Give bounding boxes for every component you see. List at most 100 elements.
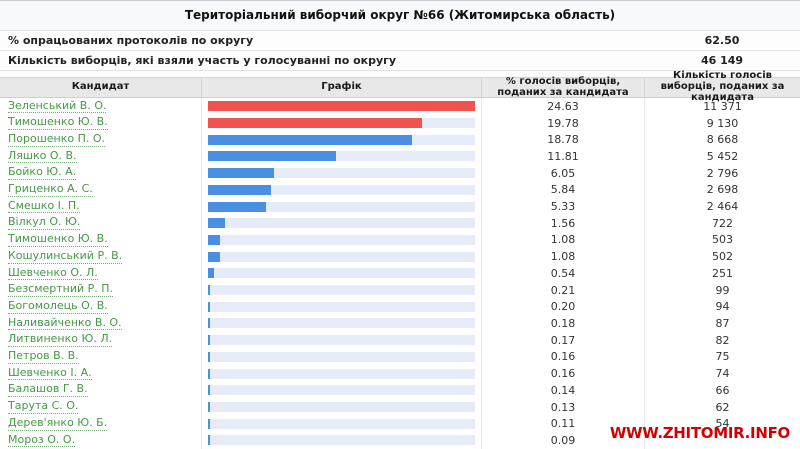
candidate-link[interactable]: Тимошенко Ю. В. [8, 232, 108, 247]
candidate-link[interactable]: Вілкул О. Ю. [8, 215, 81, 231]
bar-fill [208, 335, 210, 346]
candidate-link[interactable]: Порошенко П. О. [8, 131, 106, 147]
votes-value: 8 668 [644, 131, 800, 149]
table-row: Наливайченко В. О. 0.18 87 [0, 315, 800, 332]
bar-fill [208, 201, 266, 212]
candidate-link[interactable]: Ляшко О. В. [8, 148, 77, 164]
bar-fill [208, 402, 210, 412]
candidate-cell: Вілкул О. Ю. [0, 215, 201, 232]
summary-value: 46 149 [700, 54, 744, 67]
bar-track [208, 184, 475, 195]
candidate-link[interactable]: Наливайченко В. О. [8, 315, 122, 331]
table-row: Тарута С. О. 0.13 62 [0, 398, 800, 416]
candidate-cell: Литвиненко Ю. Л. [0, 332, 201, 349]
percent-value: 0.11 [481, 415, 644, 433]
percent-value: 0.21 [481, 281, 644, 299]
percent-value: 1.08 [481, 231, 644, 249]
bar-track [208, 151, 475, 162]
bar-track [208, 418, 475, 429]
candidate-cell: Петров В. В. [0, 349, 201, 366]
table-row: Тимошенко Ю. В. 19.78 9 130 [0, 114, 800, 132]
candidate-link[interactable]: Балашов Г. В. [8, 382, 88, 398]
candidate-link[interactable]: Богомолець О. В. [8, 298, 108, 314]
votes-value: 2 796 [644, 164, 800, 182]
percent-value: 0.18 [481, 315, 644, 332]
candidate-cell: Гриценко А. С. [0, 182, 201, 199]
candidate-link[interactable]: Петров В. В. [8, 349, 79, 364]
percent-value: 19.78 [481, 114, 644, 132]
bar-track [208, 435, 475, 446]
bar-track [208, 368, 475, 379]
candidate-cell: Бойко Ю. А. [0, 165, 201, 182]
graph-cell [201, 365, 481, 382]
candidate-link[interactable]: Смешко І. П. [8, 198, 80, 214]
table-row: Бойко Ю. А. 6.05 2 796 [0, 164, 800, 182]
bar-fill [208, 351, 210, 362]
candidate-link[interactable]: Тимошенко Ю. В. [8, 115, 108, 130]
table-row: Смешко І. П. 5.33 2 464 [0, 198, 800, 215]
bar-fill [208, 101, 475, 112]
candidate-cell: Шевченко О. Л. [0, 265, 201, 282]
col-header-votes: Кількість голосів виборців, поданих за к… [644, 70, 800, 103]
bar-track [208, 301, 475, 312]
bar-fill [208, 134, 412, 145]
table-row: Литвиненко Ю. Л. 0.17 82 [0, 331, 800, 349]
candidate-link[interactable]: Гриценко А. С. [8, 182, 93, 197]
bar-track [208, 168, 475, 179]
percent-value: 0.54 [481, 265, 644, 282]
votes-value: 87 [644, 315, 800, 332]
candidate-link[interactable]: Литвиненко Ю. Л. [8, 332, 113, 348]
candidate-link[interactable]: Безсмертний Р. П. [8, 282, 114, 297]
votes-value: 11 371 [644, 98, 800, 115]
candidate-link[interactable]: Дерев'янко Ю. Б. [8, 415, 108, 431]
candidate-cell: Дерев'янко Ю. Б. [0, 415, 201, 432]
candidate-cell: Ляшко О. В. [0, 148, 201, 165]
bar-fill [208, 184, 272, 195]
table-row: Шевченко І. А. 0.16 74 [0, 365, 800, 382]
bar-fill [208, 218, 225, 229]
table-row: Дерев'янко Ю. Б. 0.11 54 [0, 415, 800, 433]
bar-fill [208, 234, 220, 245]
candidate-cell: Шевченко І. А. [0, 365, 201, 382]
bar-track [208, 234, 475, 245]
results-rows: Зеленський В. О. 24.63 11 371 Тимошенко … [0, 98, 800, 449]
candidate-link[interactable]: Мороз О. О. [8, 432, 76, 448]
votes-value: 9 130 [644, 114, 800, 132]
bar-fill [208, 368, 210, 379]
bar-track [208, 385, 475, 396]
candidate-link[interactable]: Бойко Ю. А. [8, 165, 77, 180]
col-header-graph: Графік [201, 78, 481, 97]
percent-value: 18.78 [481, 131, 644, 149]
section-divider [0, 71, 800, 77]
graph-cell [201, 265, 481, 282]
candidate-link[interactable]: Зеленський В. О. [8, 98, 107, 114]
table-row: Зеленський В. О. 24.63 11 371 [0, 98, 800, 115]
bar-fill [208, 151, 337, 162]
bar-track [208, 402, 475, 412]
bar-track [208, 351, 475, 362]
graph-cell [201, 432, 481, 449]
graph-cell [201, 148, 481, 165]
bar-fill [208, 435, 210, 446]
percent-value: 0.20 [481, 298, 644, 316]
table-row: Безсмертний Р. П. 0.21 99 [0, 281, 800, 299]
candidate-cell: Тарута С. О. [0, 399, 201, 416]
table-row: Ляшко О. В. 11.81 5 452 [0, 148, 800, 165]
graph-cell [201, 164, 481, 182]
percent-value: 24.63 [481, 98, 644, 115]
votes-value: 2 698 [644, 181, 800, 199]
votes-value: 74 [644, 365, 800, 382]
table-row: Кошулинський Р. В. 1.08 502 [0, 248, 800, 266]
candidate-cell: Порошенко П. О. [0, 131, 201, 148]
bar-fill [208, 118, 423, 129]
summary-row-protocols: % опрацьованих протоколів по округу 62.5… [0, 31, 800, 51]
votes-value: 502 [644, 248, 800, 266]
votes-value: 5 452 [644, 148, 800, 165]
candidate-link[interactable]: Шевченко І. А. [8, 365, 92, 381]
candidate-link[interactable]: Кошулинський Р. В. [8, 248, 123, 264]
bar-track [208, 318, 475, 329]
candidate-cell: Безсмертний Р. П. [0, 282, 201, 299]
candidate-link[interactable]: Тарута С. О. [8, 399, 79, 414]
candidate-link[interactable]: Шевченко О. Л. [8, 265, 98, 281]
